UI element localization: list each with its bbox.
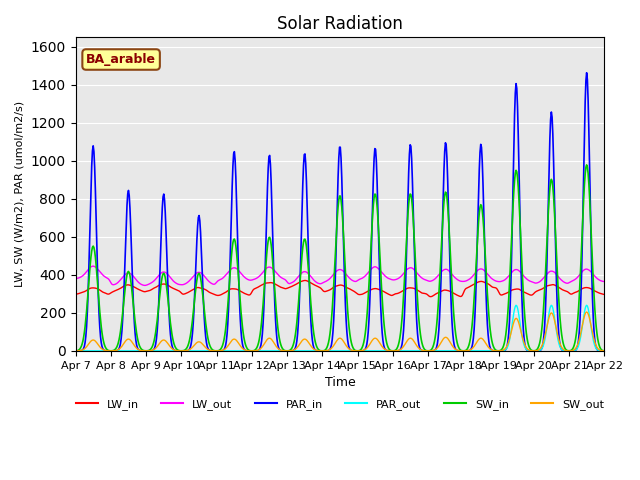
Line: LW_out: LW_out: [76, 266, 604, 286]
Line: SW_out: SW_out: [76, 312, 604, 351]
SW_out: [600, 348, 608, 354]
SW_in: [420, 345, 428, 350]
PAR_out: [600, 348, 608, 354]
Legend: LW_in, LW_out, PAR_in, PAR_out, SW_in, SW_out: LW_in, LW_out, PAR_in, PAR_out, SW_in, S…: [71, 395, 609, 414]
LW_out: [406, 265, 413, 271]
SW_in: [72, 348, 79, 354]
SW_out: [583, 309, 591, 315]
PAR_in: [218, 348, 225, 354]
LW_out: [136, 281, 144, 287]
PAR_out: [72, 348, 79, 354]
LW_out: [600, 279, 608, 285]
LW_out: [90, 263, 97, 269]
SW_in: [404, 211, 412, 217]
SW_in: [600, 348, 608, 354]
PAR_in: [81, 340, 89, 346]
LW_in: [81, 288, 89, 294]
LW_in: [600, 291, 608, 297]
SW_out: [72, 348, 79, 354]
LW_in: [427, 294, 435, 300]
PAR_out: [218, 348, 225, 354]
LW_out: [81, 271, 89, 276]
PAR_in: [72, 348, 79, 354]
PAR_out: [583, 302, 591, 308]
PAR_in: [136, 348, 143, 353]
PAR_in: [189, 321, 197, 326]
LW_in: [72, 291, 79, 297]
SW_out: [81, 346, 89, 351]
SW_in: [189, 311, 197, 316]
LW_in: [189, 287, 197, 292]
PAR_out: [404, 348, 412, 354]
PAR_in: [404, 195, 412, 201]
LW_in: [218, 292, 225, 298]
Line: SW_in: SW_in: [76, 165, 604, 351]
SW_out: [136, 347, 143, 353]
PAR_in: [600, 348, 608, 354]
LW_in: [301, 277, 309, 283]
Line: PAR_in: PAR_in: [76, 73, 604, 351]
SW_in: [583, 162, 591, 168]
PAR_in: [583, 70, 591, 76]
LW_in: [420, 290, 428, 296]
Y-axis label: LW, SW (W/m2), PAR (umol/m2/s): LW, SW (W/m2), PAR (umol/m2/s): [15, 101, 25, 287]
PAR_out: [136, 348, 143, 354]
SW_out: [189, 344, 197, 349]
LW_out: [421, 277, 429, 283]
Title: Solar Radiation: Solar Radiation: [277, 15, 403, 33]
LW_in: [136, 287, 143, 293]
SW_in: [136, 343, 143, 349]
LW_out: [141, 283, 148, 288]
LW_out: [72, 276, 79, 281]
SW_out: [404, 337, 412, 343]
Line: LW_in: LW_in: [76, 280, 604, 297]
Text: BA_arable: BA_arable: [86, 53, 156, 66]
PAR_out: [420, 348, 428, 354]
LW_out: [191, 272, 198, 278]
LW_in: [405, 285, 413, 291]
PAR_out: [81, 348, 89, 354]
SW_in: [218, 346, 225, 351]
PAR_in: [420, 348, 428, 354]
LW_out: [219, 276, 227, 281]
SW_out: [420, 348, 428, 353]
PAR_out: [189, 348, 197, 354]
X-axis label: Time: Time: [324, 376, 355, 389]
Line: PAR_out: PAR_out: [76, 305, 604, 351]
SW_in: [81, 324, 89, 329]
SW_out: [218, 348, 225, 353]
